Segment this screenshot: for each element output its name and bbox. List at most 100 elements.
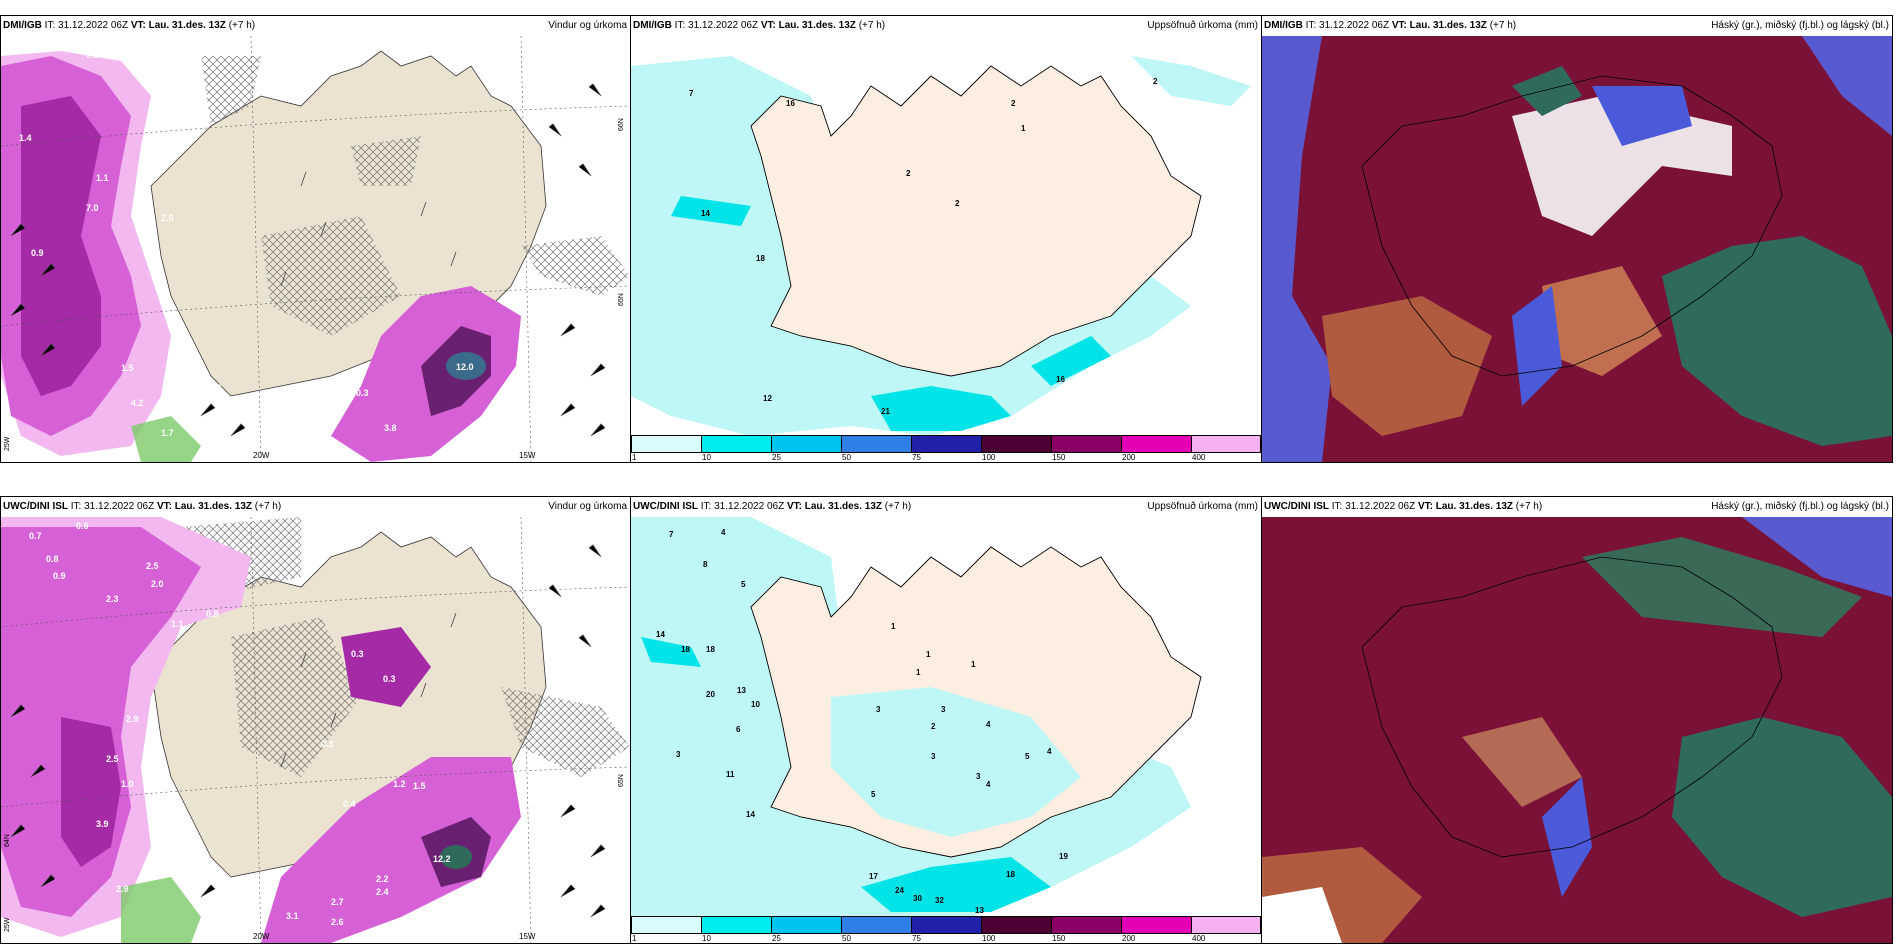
map-outline [1361, 75, 1783, 377]
precip-moderate [1, 527, 201, 917]
mid-cloud-brown-2 [1542, 266, 1662, 376]
value-label: 4.2 [131, 398, 144, 408]
panel-precip-top: DMI/IGB IT: 31.12.2022 06Z VT: Lau. 31.d… [630, 15, 1262, 463]
map-outline [1361, 556, 1783, 858]
colorbar-tick: 75 [912, 934, 921, 943]
precip-sw-green [121, 877, 201, 943]
colorbar-swatch [631, 435, 702, 453]
colorbar-swatch [1121, 916, 1192, 934]
model-name: DMI/IGB [3, 20, 42, 31]
value-label: 17 [869, 872, 878, 881]
colorbar-tick: 200 [1122, 453, 1136, 462]
value-label: 19 [1059, 852, 1068, 861]
low-cloud-green-n [1512, 66, 1582, 116]
colorbar-tick: 75 [912, 453, 921, 462]
value-label: 1 [971, 660, 976, 669]
precip-area-ne [1131, 56, 1251, 106]
value-label: 2.9 [126, 714, 139, 724]
value-label: 2.4 [376, 887, 389, 897]
value-label: 1.2 [393, 779, 406, 789]
value-label: 2 [931, 722, 936, 731]
it-label: IT: [44, 20, 56, 31]
vt-value: Lau. 31.des. 13Z [778, 20, 856, 31]
vt-value: Lau. 31.des. 13Z [174, 501, 253, 512]
panel-wind-bottom: UWC/DINI ISL IT: 31.12.2022 06Z VT: Lau.… [0, 496, 631, 944]
precip-band-west [671, 196, 751, 226]
value-label: 0.8 [206, 609, 219, 619]
offset: (+7 h) [1489, 20, 1517, 31]
model-name: UWC/DINI ISL [3, 501, 68, 512]
value-label: 0.9 [53, 571, 66, 581]
value-label: 18 [706, 645, 715, 654]
value-label: 2.7 [331, 897, 344, 907]
it-value: 31.12.2022 06Z [1319, 20, 1390, 31]
cloud-cover-map [1262, 517, 1892, 943]
value-label: 1.5 [121, 363, 134, 373]
it-label: IT: [1331, 501, 1343, 512]
value-label: 4 [986, 780, 991, 789]
value-label: 3 [876, 705, 881, 714]
offset: (+7 h) [858, 20, 886, 31]
offset: (+7 h) [228, 20, 256, 31]
model-name: DMI/IGB [633, 20, 672, 31]
value-label: 0.3 [383, 674, 396, 684]
value-label: 0.4 [343, 799, 356, 809]
value-label: 7 [669, 530, 674, 539]
value-label: 1.4 [19, 133, 32, 143]
value-label: 0.7 [29, 531, 42, 541]
vt-value: Lau. 31.des. 13Z [804, 501, 883, 512]
panel-title: Háský (gr.), miðský (fj.bl.) og lágský (… [1711, 20, 1889, 31]
graticule [1, 517, 630, 943]
value-label: 3 [976, 772, 981, 781]
lon-label-20w: 20W [253, 451, 270, 460]
value-label: 12.0 [456, 362, 474, 372]
precip-value-labels: 7 16 14 18 2 2 1 2 12 21 16 2 [689, 77, 1158, 416]
vt-value: Lau. 31.des. 13Z [1435, 501, 1514, 512]
value-label: 0.6 [76, 521, 89, 531]
offset: (+7 h) [1515, 501, 1543, 512]
high-cloud-blue-w [1262, 36, 1332, 462]
colorbar-swatch [1191, 916, 1261, 934]
model-name: DMI/IGB [1264, 20, 1303, 31]
value-label: 1 [891, 622, 896, 631]
lon-label-20w: 20W [253, 932, 270, 941]
value-label: 3.1 [286, 911, 299, 921]
colorbar-tick: 10 [702, 934, 711, 943]
colorbar-swatch [841, 916, 912, 934]
value-label: 1 [926, 650, 931, 659]
value-label: 3.9 [96, 819, 109, 829]
iceland-landmass [750, 65, 1202, 377]
value-label: 5 [871, 790, 876, 799]
value-label: 16 [786, 99, 795, 108]
value-label: 24 [895, 886, 904, 895]
white-patch-sw [1262, 887, 1342, 943]
vt-label: VT: [760, 20, 776, 31]
lon-label-15w: 15W [519, 932, 536, 941]
value-label: 1.7 [161, 428, 174, 438]
value-label: 5 [1025, 752, 1030, 761]
precip-band-south [861, 857, 1051, 912]
precip-sw-green [131, 416, 201, 462]
precip-max-east [440, 845, 472, 869]
precip-band-west [641, 637, 701, 667]
low-cloud-green-n [1582, 537, 1862, 637]
value-label: 2.0 [151, 579, 164, 589]
value-label: 13 [975, 906, 984, 915]
value-label: 0.3 [321, 739, 334, 749]
colorbar-tick: 200 [1122, 934, 1136, 943]
colorbar-tick: 50 [842, 934, 851, 943]
value-label: 18 [681, 645, 690, 654]
precip-band-south [871, 386, 1011, 431]
colorbar-swatch [841, 435, 912, 453]
vt-label: VT: [1417, 501, 1433, 512]
vt-value: Lau. 31.des. 13Z [1409, 20, 1487, 31]
colorbar-tick: 10 [702, 453, 711, 462]
mid-cloud-brown [1322, 296, 1492, 436]
value-label: 14 [701, 209, 710, 218]
colorbar: 1 10 25 50 75 100 150 200 400 [631, 435, 1261, 462]
offset: (+7 h) [884, 501, 912, 512]
it-value: 31.12.2022 06Z [58, 20, 129, 31]
vt-label: VT: [156, 501, 172, 512]
value-label: 3 [941, 705, 946, 714]
value-label: 2.9 [116, 884, 129, 894]
